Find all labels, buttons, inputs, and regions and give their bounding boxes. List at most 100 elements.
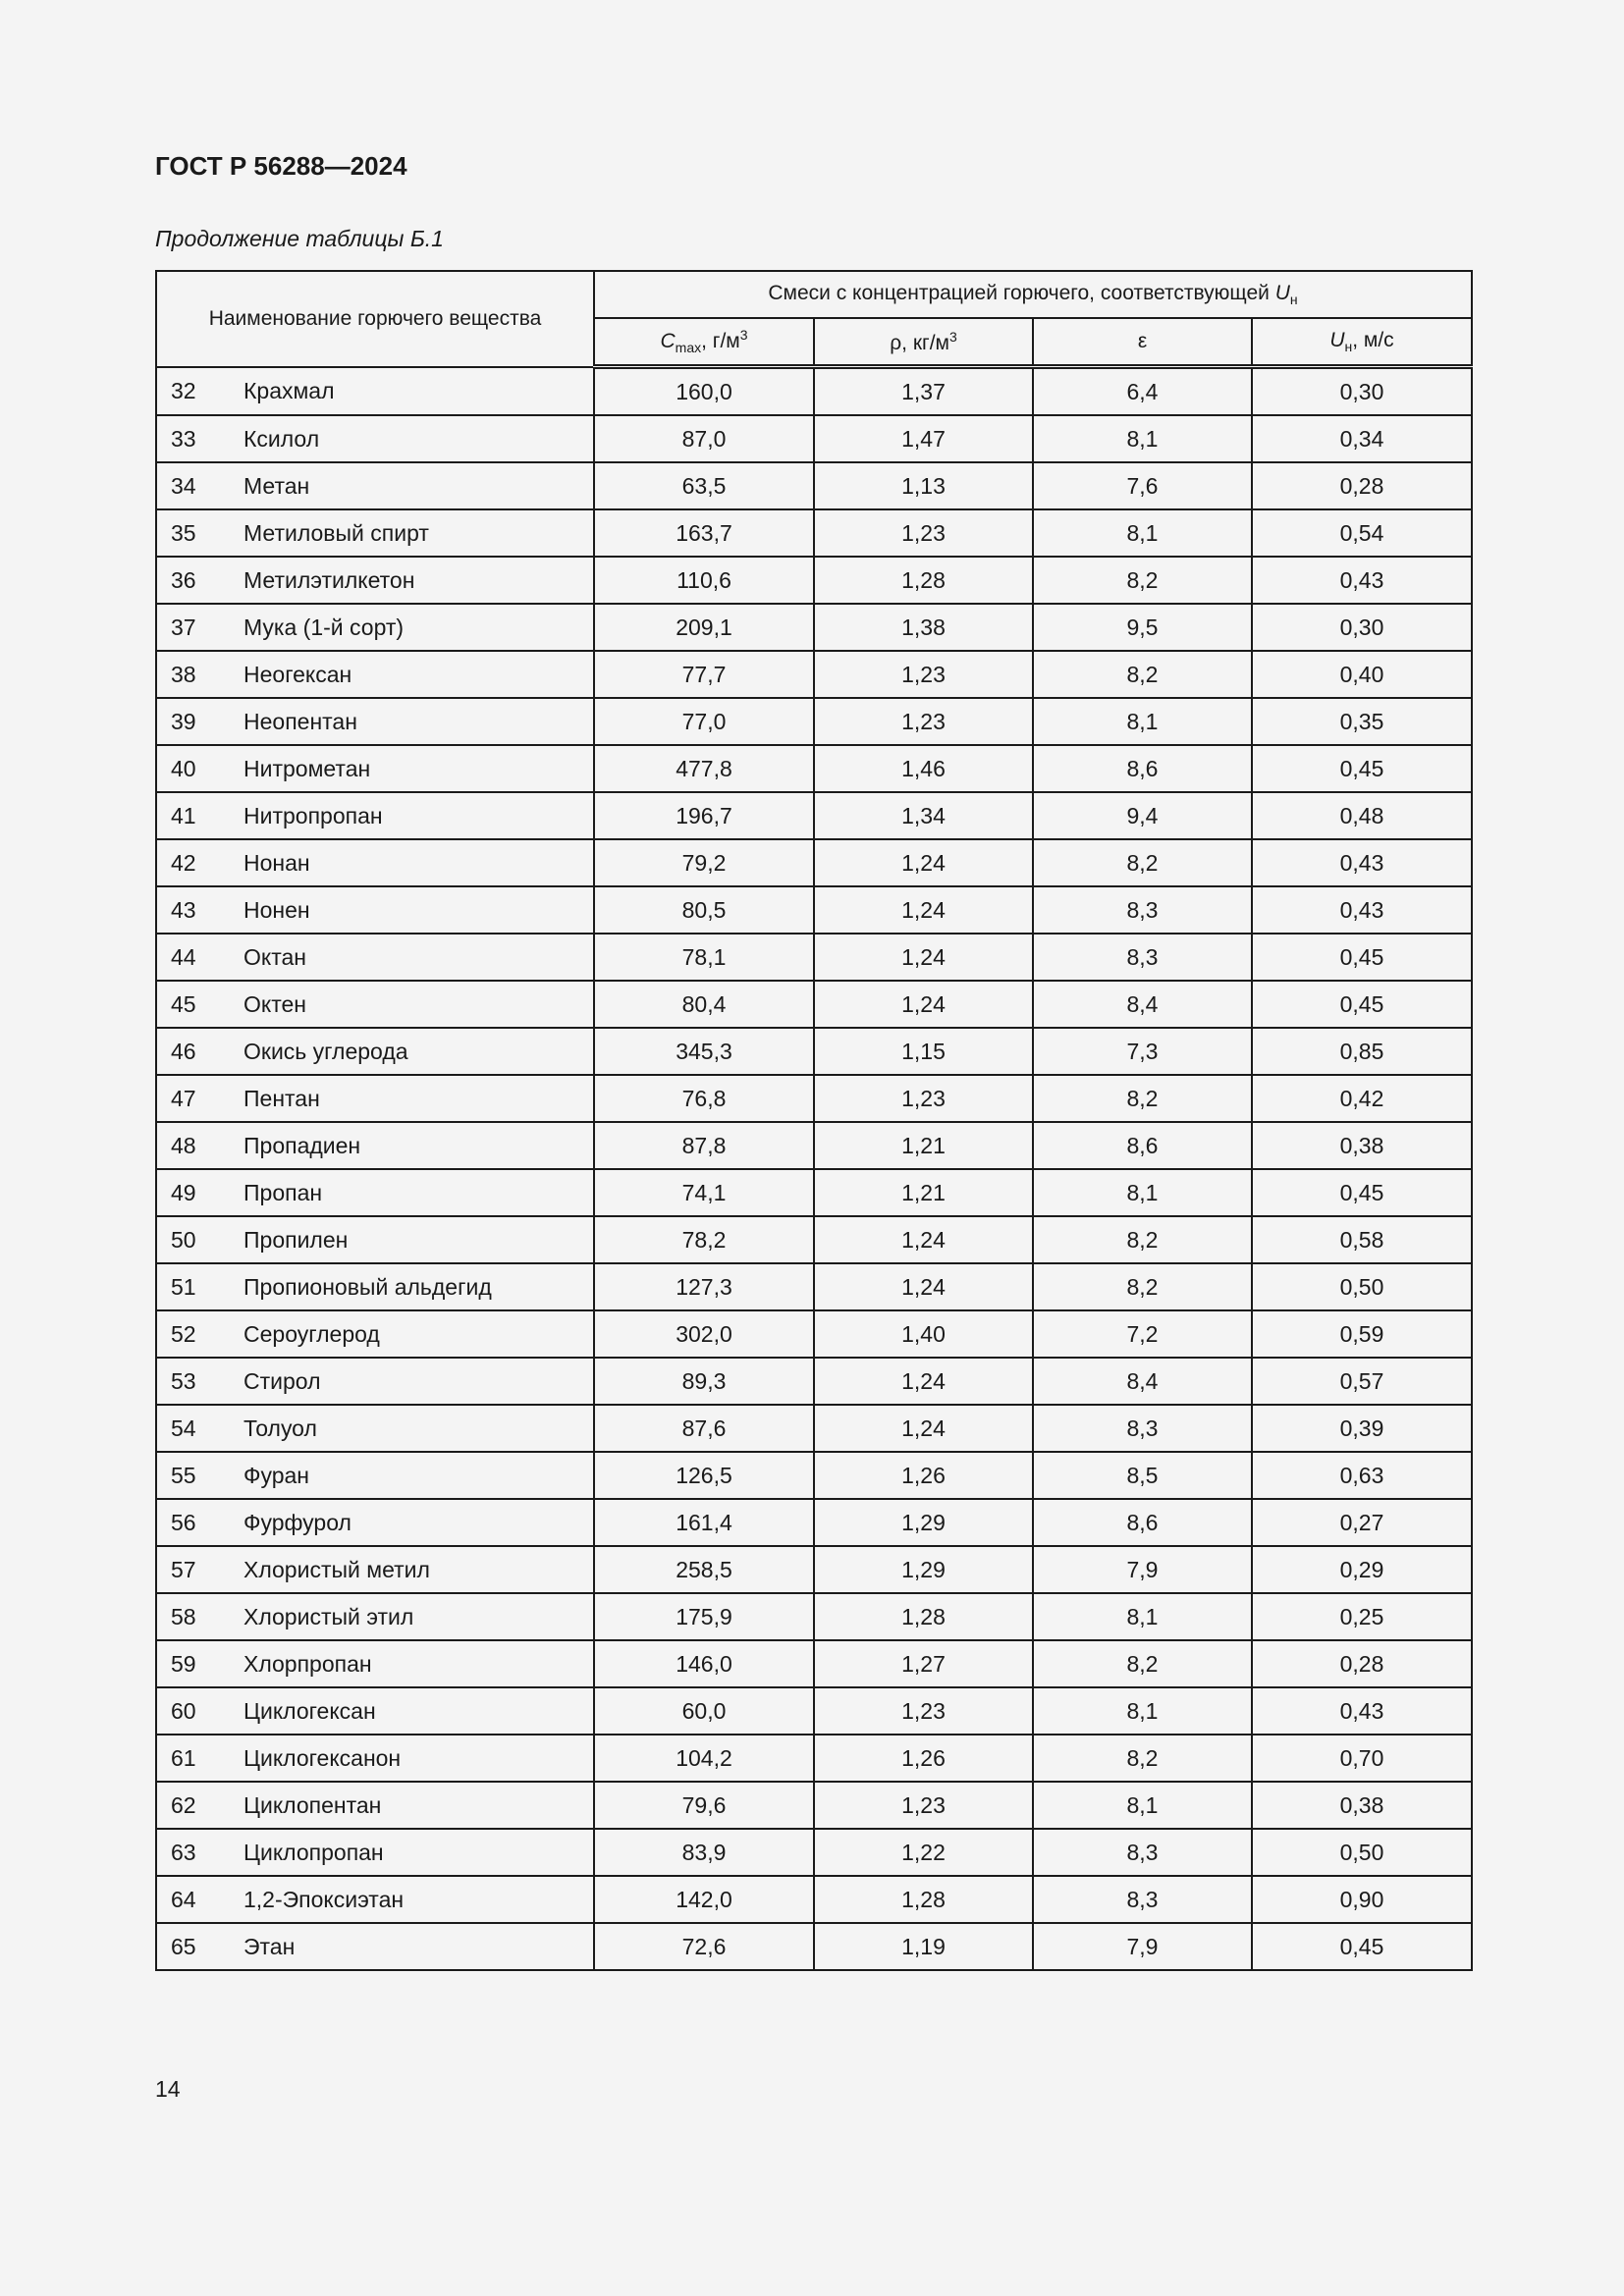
substance-name: Этан xyxy=(244,1933,296,1959)
row-number: 58 xyxy=(171,1603,196,1629)
row-number: 34 xyxy=(171,472,196,499)
cell-cmax: 258,5 xyxy=(593,1545,815,1594)
cell-substance: 33 Ксилол xyxy=(155,414,595,463)
table-row: 64 1,2-Эпоксиэтан 142,0 1,28 8,3 0,90 xyxy=(155,1875,1473,1924)
substance-name: Окись углерода xyxy=(244,1038,408,1064)
cell-cmax: 87,0 xyxy=(593,414,815,463)
cell-substance: 64 1,2-Эпоксиэтан xyxy=(155,1875,595,1924)
cell-substance: 59 Хлорпропан xyxy=(155,1639,595,1688)
cell-epsilon: 8,3 xyxy=(1032,933,1253,982)
cell-epsilon: 7,9 xyxy=(1032,1922,1253,1971)
cell-flame-speed: 0,34 xyxy=(1251,414,1473,463)
cell-epsilon: 7,2 xyxy=(1032,1309,1253,1359)
cell-cmax: 163,7 xyxy=(593,508,815,558)
cell-cmax: 80,4 xyxy=(593,980,815,1029)
substance-name: Метиловый спирт xyxy=(244,519,429,546)
cell-density: 1,23 xyxy=(813,1781,1034,1830)
cell-substance: 46 Окись углерода xyxy=(155,1027,595,1076)
cell-flame-speed: 0,48 xyxy=(1251,791,1473,840)
row-number: 60 xyxy=(171,1697,196,1724)
cell-substance: 58 Хлористый этил xyxy=(155,1592,595,1641)
cell-flame-speed: 0,38 xyxy=(1251,1781,1473,1830)
cell-density: 1,29 xyxy=(813,1545,1034,1594)
table-row: 42 Нонан 79,2 1,24 8,2 0,43 xyxy=(155,838,1473,887)
table-row: 45 Октен 80,4 1,24 8,4 0,45 xyxy=(155,980,1473,1029)
cell-substance: 50 Пропилен xyxy=(155,1215,595,1264)
cell-flame-speed: 0,63 xyxy=(1251,1451,1473,1500)
row-number: 61 xyxy=(171,1744,196,1771)
cell-flame-speed: 0,58 xyxy=(1251,1215,1473,1264)
cell-epsilon: 8,2 xyxy=(1032,650,1253,699)
substance-name: Неопентан xyxy=(244,708,357,734)
cell-cmax: 110,6 xyxy=(593,556,815,605)
substance-name: Циклопропан xyxy=(244,1839,384,1865)
cell-epsilon: 8,2 xyxy=(1032,1734,1253,1783)
cell-density: 1,28 xyxy=(813,1592,1034,1641)
row-number: 38 xyxy=(171,661,196,687)
row-number: 51 xyxy=(171,1273,196,1300)
row-number: 37 xyxy=(171,614,196,640)
table-row: 41 Нитропропан 196,7 1,34 9,4 0,48 xyxy=(155,791,1473,840)
cell-flame-speed: 0,40 xyxy=(1251,650,1473,699)
substance-name: Пропадиен xyxy=(244,1132,361,1158)
data-table: Наименование горючего вещества Смеси с к… xyxy=(155,270,1473,1971)
cell-epsilon: 8,2 xyxy=(1032,1074,1253,1123)
cell-substance: 56 Фурфурол xyxy=(155,1498,595,1547)
cell-flame-speed: 0,43 xyxy=(1251,556,1473,605)
cell-epsilon: 8,1 xyxy=(1032,1592,1253,1641)
cell-substance: 32 Крахмал xyxy=(155,365,595,416)
substance-name: Циклопентан xyxy=(244,1791,382,1818)
table-row: 50 Пропилен 78,2 1,24 8,2 0,58 xyxy=(155,1215,1473,1264)
substance-name: Хлористый метил xyxy=(244,1556,430,1582)
table-row: 57 Хлористый метил 258,5 1,29 7,9 0,29 xyxy=(155,1545,1473,1594)
cell-density: 1,24 xyxy=(813,980,1034,1029)
cell-density: 1,23 xyxy=(813,650,1034,699)
cell-substance: 42 Нонан xyxy=(155,838,595,887)
cell-density: 1,24 xyxy=(813,1404,1034,1453)
substance-name: Пропилен xyxy=(244,1226,349,1253)
table-row: 37 Мука (1-й сорт) 209,1 1,38 9,5 0,30 xyxy=(155,603,1473,652)
row-number: 53 xyxy=(171,1367,196,1394)
row-number: 32 xyxy=(171,377,196,403)
cell-epsilon: 9,5 xyxy=(1032,603,1253,652)
row-number: 39 xyxy=(171,708,196,734)
cell-substance: 62 Циклопентан xyxy=(155,1781,595,1830)
row-number: 33 xyxy=(171,425,196,452)
cell-epsilon: 8,1 xyxy=(1032,414,1253,463)
cell-density: 1,24 xyxy=(813,1262,1034,1311)
cell-density: 1,38 xyxy=(813,603,1034,652)
cell-cmax: 345,3 xyxy=(593,1027,815,1076)
cell-epsilon: 7,6 xyxy=(1032,461,1253,510)
substance-name: Фуран xyxy=(244,1462,310,1488)
cell-cmax: 77,0 xyxy=(593,697,815,746)
cell-cmax: 74,1 xyxy=(593,1168,815,1217)
cell-substance: 39 Неопентан xyxy=(155,697,595,746)
cell-flame-speed: 0,28 xyxy=(1251,461,1473,510)
cell-cmax: 79,2 xyxy=(593,838,815,887)
substance-name: Ксилол xyxy=(244,425,320,452)
cell-cmax: 175,9 xyxy=(593,1592,815,1641)
table-row: 54 Толуол 87,6 1,24 8,3 0,39 xyxy=(155,1404,1473,1453)
cell-density: 1,13 xyxy=(813,461,1034,510)
cell-epsilon: 8,5 xyxy=(1032,1451,1253,1500)
substance-name: Сероуглерод xyxy=(244,1320,380,1347)
substance-name: Октан xyxy=(244,943,306,970)
page-number: 14 xyxy=(155,2076,181,2102)
cell-cmax: 477,8 xyxy=(593,744,815,793)
cell-flame-speed: 0,57 xyxy=(1251,1357,1473,1406)
row-number: 40 xyxy=(171,755,196,781)
cell-density: 1,37 xyxy=(813,365,1034,416)
cell-epsilon: 9,4 xyxy=(1032,791,1253,840)
cell-density: 1,26 xyxy=(813,1451,1034,1500)
cell-density: 1,46 xyxy=(813,744,1034,793)
substance-name: Пропан xyxy=(244,1179,323,1205)
cell-substance: 36 Метилэтилкетон xyxy=(155,556,595,605)
table-row: 49 Пропан 74,1 1,21 8,1 0,45 xyxy=(155,1168,1473,1217)
row-number: 46 xyxy=(171,1038,196,1064)
substance-name: Крахмал xyxy=(244,377,335,403)
table-row: 62 Циклопентан 79,6 1,23 8,1 0,38 xyxy=(155,1781,1473,1830)
header-density: ρ, кг/м3 xyxy=(813,317,1034,369)
cell-epsilon: 8,1 xyxy=(1032,697,1253,746)
substance-name: Нитропропан xyxy=(244,802,383,828)
cell-epsilon: 8,6 xyxy=(1032,1498,1253,1547)
